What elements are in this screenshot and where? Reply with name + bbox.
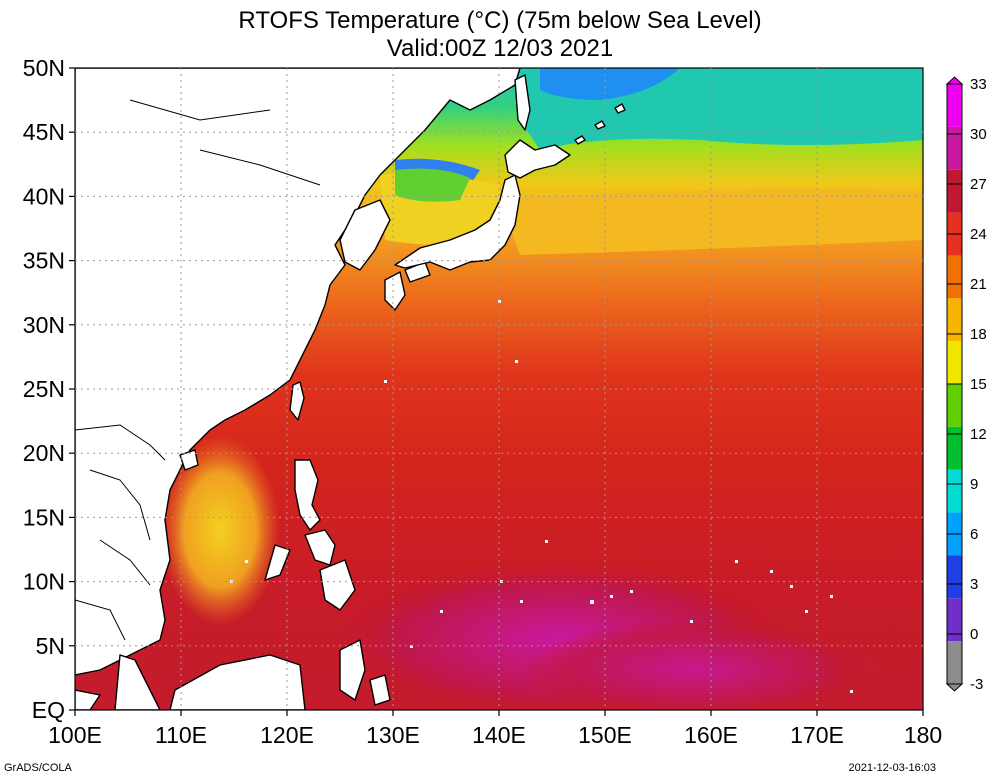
colorbar-segment: [947, 641, 962, 684]
colorbar-tick-label: 9: [970, 476, 978, 493]
colorbar-tick-label: 27: [970, 176, 987, 193]
colorbar-tick-label: 33: [970, 76, 987, 93]
colorbar-tick-label: 18: [970, 326, 987, 343]
y-tick-label: 20N: [23, 440, 65, 466]
colorbar-max-arrow: [945, 76, 964, 85]
chart-title: RTOFS Temperature (°C) (75m below Sea Le…: [238, 7, 762, 34]
colorbar-segment: [947, 555, 962, 599]
y-tick-label: 10N: [23, 569, 65, 595]
colorbar-tick-label: 6: [970, 526, 978, 543]
y-tick-label: 5N: [36, 633, 65, 659]
x-tick-label: 130E: [366, 722, 420, 748]
y-tick-label: 15N: [23, 504, 65, 530]
colorbar-segment: [947, 298, 962, 342]
x-axis: 100E 110E 120E 130E 140E 150E 160E 170E 180: [48, 710, 942, 748]
colorbar-tick-label: 24: [970, 226, 987, 243]
x-tick-label: 110E: [155, 722, 207, 748]
y-tick-label: 30N: [23, 312, 65, 338]
x-tick-label: 160E: [684, 722, 738, 748]
colorbar-tick-label: 12: [970, 426, 987, 443]
y-axis: EQ 5N 10N 15N 20N 25N 30N 35N 40N 45N 50N: [23, 55, 75, 723]
land-boundaries: [75, 99, 321, 641]
colorbar-segment: [947, 469, 962, 513]
colorbar-tick-label: 3: [970, 576, 978, 593]
y-tick-label: EQ: [32, 697, 65, 723]
x-tick-label: 150E: [578, 722, 632, 748]
colorbar-min-arrow: [945, 683, 964, 692]
x-tick-label: 120E: [260, 722, 314, 748]
colorbar-tick-label: 15: [970, 376, 987, 393]
colorbar-segment: [947, 169, 962, 213]
x-tick-label: 140E: [472, 722, 526, 748]
colorbar-tick-label: 30: [970, 126, 987, 143]
footer-timestamp: 2021-12-03-16:03: [848, 762, 936, 774]
y-tick-label: 25N: [23, 376, 65, 402]
temperature-field: [75, 68, 923, 710]
colorbar-tick-label: -3: [970, 676, 983, 693]
land-masses: [75, 68, 626, 710]
y-tick-label: 50N: [23, 55, 65, 81]
colorbar: -3 0 3 6 9 12 15 18 21 24 27 30 33: [945, 76, 987, 693]
x-tick-label: 180: [904, 722, 942, 748]
colorbar-tick-label: 21: [970, 276, 987, 293]
y-tick-label: 45N: [23, 119, 65, 145]
x-tick-label: 170E: [790, 722, 844, 748]
colorbar-segment: [947, 126, 962, 170]
y-tick-label: 40N: [23, 183, 65, 209]
x-tick-label: 100E: [48, 722, 102, 748]
y-tick-label: 35N: [23, 248, 65, 274]
colorbar-tick-label: 0: [970, 626, 978, 643]
footer-credit: GrADS/COLA: [4, 762, 72, 774]
colorbar-segment: [947, 598, 962, 642]
colorbar-segment: [947, 341, 962, 384]
grid-lines: [75, 68, 923, 710]
colorbar-segment: [947, 255, 962, 299]
colorbar-segment: [947, 426, 962, 470]
chart-subtitle: Valid:00Z 12/03 2021: [386, 35, 614, 62]
colorbar-segment: [947, 384, 962, 427]
colorbar-segment: [947, 84, 962, 127]
